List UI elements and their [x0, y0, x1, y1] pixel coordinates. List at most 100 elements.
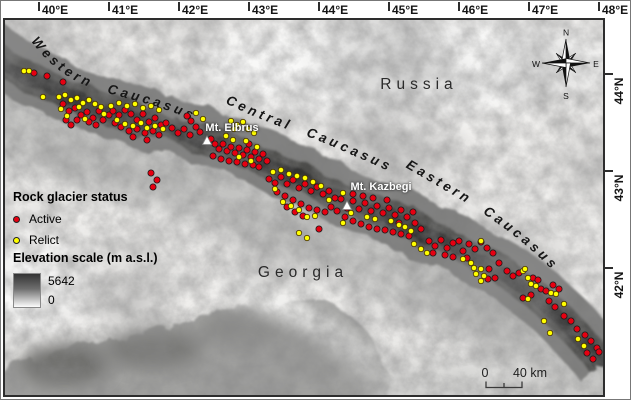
mt-kazbegi-peak-marker	[341, 200, 353, 210]
glacier-point-active	[77, 111, 85, 119]
legend-item-relict-label: Relict	[29, 233, 60, 247]
glacier-point-active	[409, 208, 417, 216]
glacier-point-active	[209, 152, 217, 160]
glacier-point-relict	[97, 103, 105, 111]
glacier-point-active	[449, 253, 457, 261]
glacier-point-relict	[293, 172, 301, 180]
longitude-tick-label: 42°E	[182, 3, 209, 17]
glacier-point-active	[373, 202, 381, 210]
glacier-point-relict	[309, 178, 317, 186]
glacier-point-active	[361, 199, 369, 207]
terrain-basemap	[4, 19, 604, 395]
glacier-point-active	[437, 236, 445, 244]
glacier-point-relict	[371, 215, 379, 223]
glacier-point-relict	[269, 168, 277, 176]
glacier-point-active	[183, 112, 191, 120]
glacier-point-active	[483, 244, 491, 252]
glacier-point-active	[359, 192, 367, 200]
glacier-point-active	[241, 160, 249, 168]
elevation-min-label: 0	[48, 293, 55, 307]
glacier-point-active	[391, 211, 399, 219]
glacier-point-active	[379, 209, 387, 217]
mt-elbrus-peak-marker	[201, 135, 213, 145]
glacier-point-relict	[547, 289, 555, 297]
glacier-point-relict	[247, 157, 255, 165]
glacier-point-active	[397, 230, 405, 238]
glacier-point-active	[215, 145, 223, 153]
latitude-tick	[605, 73, 613, 75]
glacier-point-active	[383, 196, 391, 204]
glacier-point-relict	[527, 280, 535, 288]
glacier-point-active	[265, 175, 273, 183]
glacier-point-relict	[57, 105, 65, 113]
glacier-point-relict	[477, 237, 485, 245]
glacier-point-active	[277, 173, 285, 181]
glacier-point-relict	[230, 125, 238, 133]
glacier-point-relict	[560, 300, 568, 308]
glacier-point-active	[225, 157, 233, 165]
glacier-point-active	[389, 228, 397, 236]
rock-glacier-points	[20, 67, 603, 363]
glacier-point-relict	[295, 206, 303, 214]
glacier-point-active	[143, 136, 151, 144]
glacier-point-relict	[192, 109, 200, 117]
glacier-point-active	[365, 223, 373, 231]
glacier-point-relict	[227, 117, 235, 125]
glacier-point-relict	[521, 265, 529, 273]
glacier-point-active	[465, 240, 473, 248]
glacier-point-active	[425, 237, 433, 245]
glacier-point-relict	[239, 118, 247, 126]
glacier-point-relict	[417, 245, 425, 253]
glacier-point-relict	[107, 102, 115, 110]
glacier-point-active	[313, 206, 321, 214]
elevation-legend-title: Elevation scale (m a.s.l.)	[13, 251, 158, 265]
glacier-point-active	[281, 192, 289, 200]
glacier-point-relict	[459, 255, 467, 263]
glacier-point-relict	[55, 93, 63, 101]
scale-bar-zero-label: 0	[482, 366, 489, 380]
glacier-point-active	[549, 281, 557, 289]
glacier-point-active	[459, 247, 467, 255]
glacier-point-active	[99, 116, 107, 124]
glacier-point-active	[259, 150, 267, 158]
glacier-point-active	[155, 131, 163, 139]
glacier-point-active	[295, 184, 303, 192]
glacier-point-active	[151, 114, 159, 122]
latitude-tick	[605, 267, 613, 269]
glacier-point-relict	[339, 219, 347, 227]
glacier-point-active	[403, 213, 411, 221]
glacier-point-relict	[311, 212, 319, 220]
glacier-point-relict	[363, 213, 371, 221]
glacier-point-relict	[480, 272, 488, 280]
longitude-tick-label: 48°E	[602, 3, 629, 17]
glacier-point-active	[534, 276, 542, 284]
glacier-point-relict	[121, 120, 129, 128]
glacier-point-relict	[295, 229, 303, 237]
glacier-point-active	[369, 194, 377, 202]
glacier-point-relict	[61, 91, 69, 99]
glacier-point-active	[495, 259, 503, 267]
glacier-point-active	[385, 204, 393, 212]
glacier-point-active	[491, 274, 499, 282]
glacier-point-relict	[524, 274, 532, 282]
glacier-point-relict	[467, 259, 475, 267]
glacier-point-active	[196, 128, 204, 136]
legend-title: Rock glacier status	[13, 190, 128, 204]
compass-rose: N S W E	[532, 28, 599, 102]
glacier-point-relict	[222, 132, 230, 140]
compass-north-label: N	[563, 28, 569, 38]
country-label-georgia: Georgia	[257, 264, 349, 281]
compass-west-label: W	[532, 59, 540, 69]
glacier-point-active	[129, 133, 137, 141]
scale-bar: 0 40 km	[482, 366, 547, 389]
glacier-point-relict	[277, 166, 285, 174]
glacier-point-relict	[67, 96, 75, 104]
glacier-point-relict	[85, 96, 93, 104]
glacier-point-active	[357, 220, 365, 228]
glacier-point-active	[147, 169, 155, 177]
glacier-point-active	[162, 119, 170, 127]
glacier-point-relict	[387, 217, 395, 225]
glacier-point-active	[397, 206, 405, 214]
glacier-point-active	[125, 127, 133, 135]
glacier-point-active	[331, 194, 339, 202]
